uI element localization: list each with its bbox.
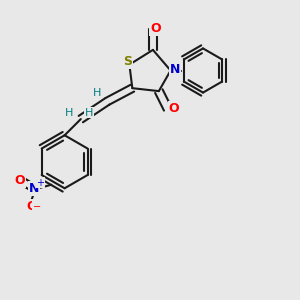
Text: O: O xyxy=(169,102,179,115)
Text: O: O xyxy=(26,200,37,213)
Text: N: N xyxy=(29,182,39,195)
Text: +: + xyxy=(37,178,44,188)
Text: H: H xyxy=(85,108,93,118)
Text: H: H xyxy=(93,88,101,98)
Text: H: H xyxy=(65,108,73,118)
Text: −: − xyxy=(33,202,41,212)
Text: N: N xyxy=(170,63,180,76)
Text: O: O xyxy=(14,174,25,187)
Text: O: O xyxy=(150,22,160,35)
Text: S: S xyxy=(123,55,132,68)
